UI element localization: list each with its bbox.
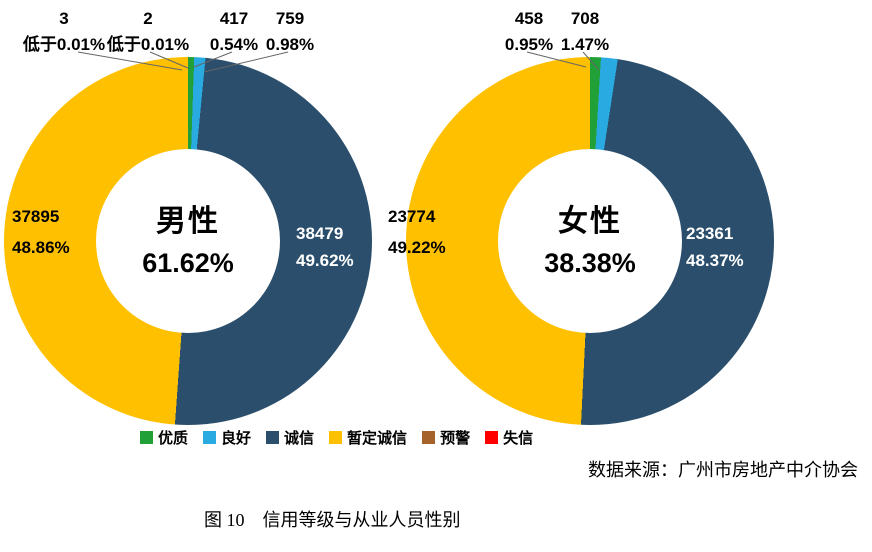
value: 2: [143, 9, 153, 28]
value: 37895: [12, 207, 60, 226]
male-dishonest-label: 2 低于0.01%: [104, 6, 192, 59]
legend-swatch-warning: [422, 431, 436, 444]
legend-swatch-provisional: [329, 431, 343, 444]
data-source-text: 数据来源：广州市房地产中介协会: [588, 460, 858, 480]
legend-label-excellent: 优质: [158, 430, 189, 447]
male-warning-label: 3 低于0.01%: [20, 6, 108, 59]
legend-swatch-dishonest: [485, 431, 499, 444]
female-label: 女性: [558, 205, 622, 238]
percent: 0.54%: [209, 35, 259, 55]
donut-chart-male: [4, 57, 372, 425]
value: 759: [275, 9, 305, 28]
male-good-label: 759 0.98%: [256, 6, 324, 59]
percent: 49.22%: [388, 238, 446, 258]
female-percent: 38.38%: [544, 248, 636, 278]
male-center-label: 男性 61.62%: [88, 196, 288, 279]
percent: 低于0.01%: [22, 35, 106, 55]
legend-item-integrity: 诚信: [266, 427, 314, 448]
percent: 48.37%: [686, 251, 744, 271]
legend-label-provisional: 暂定诚信: [347, 430, 408, 447]
legend-item-good: 良好: [203, 427, 251, 448]
female-center-label: 女性 38.38%: [490, 196, 690, 279]
donut-hole-female: [498, 149, 682, 333]
legend-label-integrity: 诚信: [284, 430, 315, 447]
male-label: 男性: [156, 205, 220, 238]
legend-item-provisional: 暂定诚信: [329, 427, 407, 448]
legend-swatch-excellent: [140, 431, 153, 444]
female-integrity-label: 23361 48.37%: [686, 220, 744, 274]
chart-legend: 优质 良好 诚信 暂定诚信 预警 失信: [140, 427, 533, 448]
percent: 0.98%: [265, 35, 315, 55]
female-provisional-label: 23774 49.22%: [388, 201, 446, 264]
legend-swatch-good: [203, 431, 217, 444]
percent: 48.86%: [12, 238, 70, 258]
male-percent: 61.62%: [142, 248, 234, 278]
percent: 49.62%: [296, 251, 354, 271]
legend-item-excellent: 优质: [140, 427, 188, 448]
donut-hole-male: [96, 149, 280, 333]
female-excellent-label: 458 0.95%: [495, 6, 563, 59]
value: 23774: [388, 207, 436, 226]
legend-item-warning: 预警: [422, 427, 470, 448]
figure-caption: 图 10 信用等级与从业人员性别: [204, 510, 461, 530]
percent: 0.95%: [504, 35, 554, 55]
legend-item-dishonest: 失信: [485, 427, 533, 448]
percent: 1.47%: [560, 35, 610, 55]
value: 38479: [296, 224, 344, 243]
legend-label-good: 良好: [221, 430, 252, 447]
value: 23361: [686, 224, 734, 243]
value: 708: [570, 9, 600, 28]
legend-label-warning: 预警: [440, 430, 471, 447]
female-good-label: 708 1.47%: [551, 6, 619, 59]
legend-swatch-integrity: [266, 431, 280, 444]
value: 3: [59, 9, 69, 28]
value: 417: [219, 9, 249, 28]
male-provisional-label: 37895 48.86%: [12, 201, 70, 264]
value: 458: [514, 9, 544, 28]
donut-chart-female: [406, 57, 774, 425]
male-excellent-label: 417 0.54%: [200, 6, 268, 59]
legend-label-dishonest: 失信: [503, 430, 534, 447]
male-integrity-label: 38479 49.62%: [296, 220, 354, 274]
percent: 低于0.01%: [106, 35, 190, 55]
